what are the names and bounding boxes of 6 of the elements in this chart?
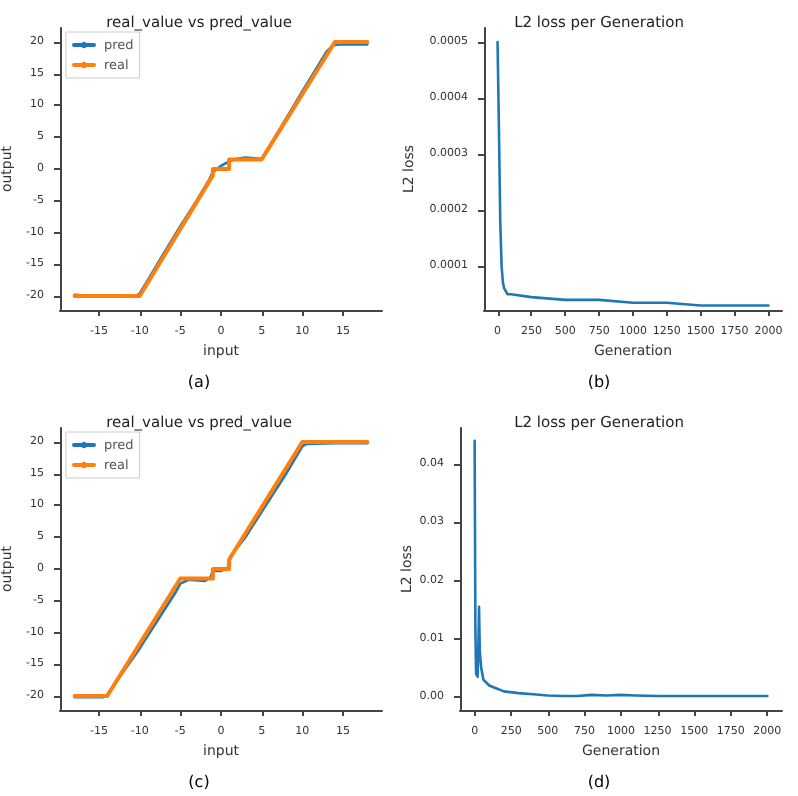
line-series — [473, 439, 769, 698]
text: (d) — [587, 773, 611, 791]
text: (b) — [587, 373, 611, 391]
text: (a) — [187, 373, 211, 391]
text: (c) — [188, 773, 210, 791]
line-series — [496, 40, 770, 307]
